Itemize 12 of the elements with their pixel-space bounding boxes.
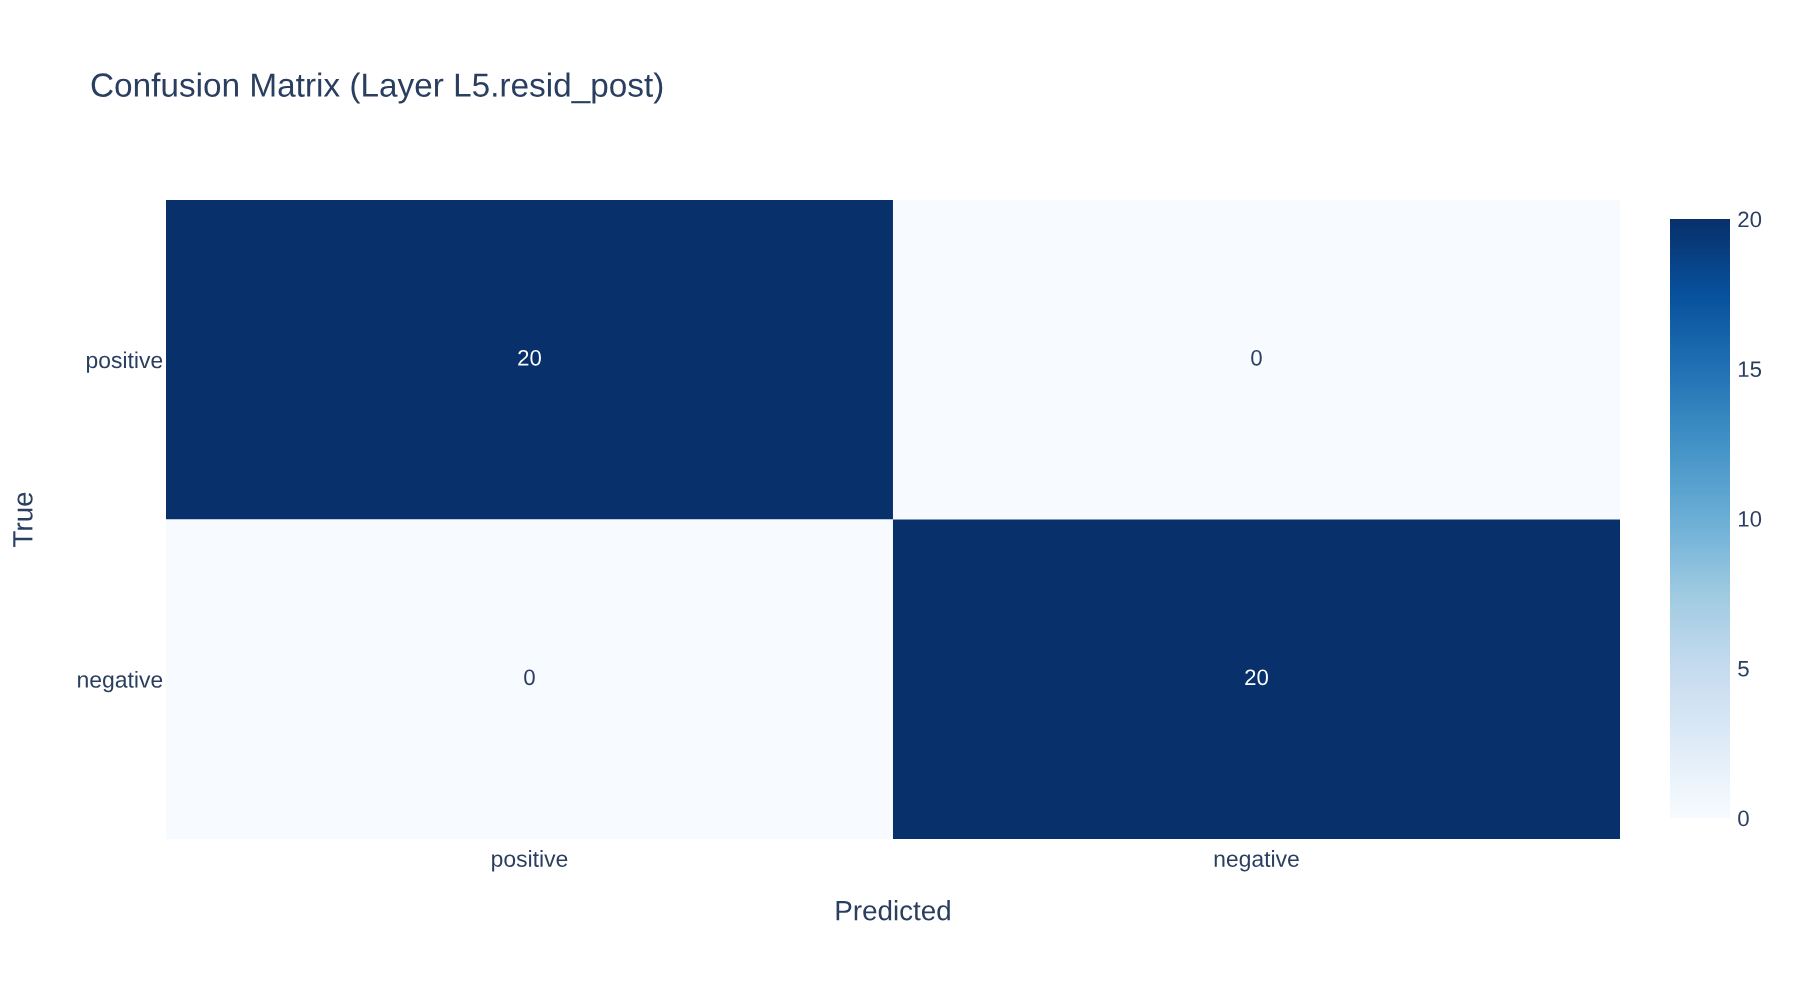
data-label: 20 <box>518 349 541 366</box>
color-bar-label: 5 <box>1738 661 1749 677</box>
data-label: 20 <box>1245 669 1268 686</box>
color-bar-label: 10 <box>1738 511 1762 527</box>
color-bar-label: 15 <box>1738 361 1762 378</box>
chart-title: Confusion Matrix (Layer L5.resid_post) <box>91 72 663 104</box>
data-label: 0 <box>524 669 535 686</box>
x-axis-title: Predicted <box>836 900 950 921</box>
color-bar-label: 0 <box>1738 810 1749 827</box>
data-label: 0 <box>1251 349 1262 366</box>
y-axis-title: True <box>13 492 33 547</box>
color-bar-label: 20 <box>1738 211 1762 228</box>
